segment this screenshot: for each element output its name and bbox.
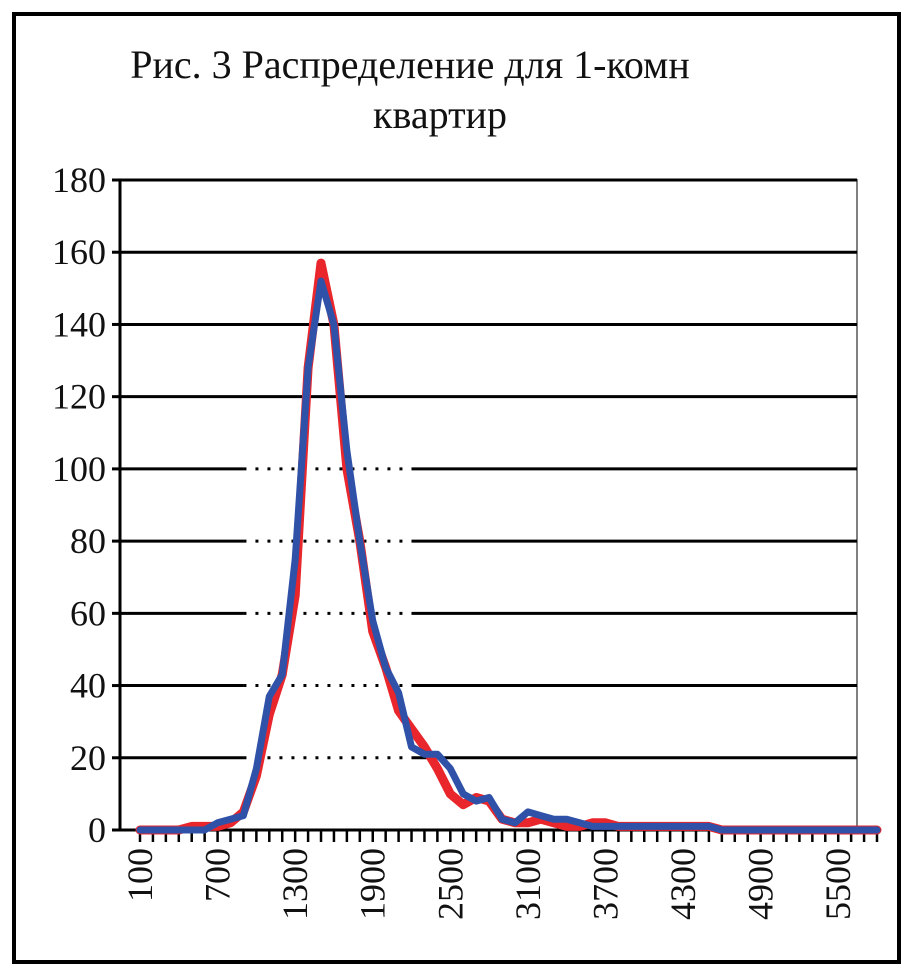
chart-frame (12, 12, 901, 964)
y-tick-label-40: 40 (70, 666, 106, 706)
y-tick-label-60: 60 (70, 593, 106, 633)
x-tick-label-3100: 3100 (508, 848, 548, 920)
chart-title-line1: Рис. 3 Распределение для 1-комн (130, 42, 690, 87)
series-line-1 (135, 258, 882, 835)
x-tick-label-1300: 1300 (275, 848, 315, 920)
y-tick-label-0: 0 (88, 810, 106, 850)
chart-title-line2: квартир (373, 92, 507, 137)
x-tick-label-1900: 1900 (353, 848, 393, 920)
y-tick-label-160: 160 (52, 232, 106, 272)
series-line-2 (136, 277, 881, 834)
chart-title: Рис. 3 Распределение для 1-комн квартир (0, 40, 820, 140)
x-tick-label-700: 700 (198, 848, 238, 902)
y-tick-label-180: 180 (52, 160, 106, 200)
y-tick-label-80: 80 (70, 521, 106, 561)
x-tick-label-2500: 2500 (430, 848, 470, 920)
y-tick-label-20: 20 (70, 738, 106, 778)
y-tick-label-120: 120 (52, 377, 106, 417)
x-tick-label-100: 100 (120, 848, 160, 902)
x-tick-label-5500: 5500 (818, 848, 858, 920)
x-tick-label-4300: 4300 (663, 848, 703, 920)
plot-area (119, 179, 858, 831)
x-tick-label-3700: 3700 (585, 848, 625, 920)
y-tick-label-140: 140 (52, 304, 106, 344)
x-tick-label-4900: 4900 (741, 848, 781, 920)
y-tick-label-100: 100 (52, 449, 106, 489)
